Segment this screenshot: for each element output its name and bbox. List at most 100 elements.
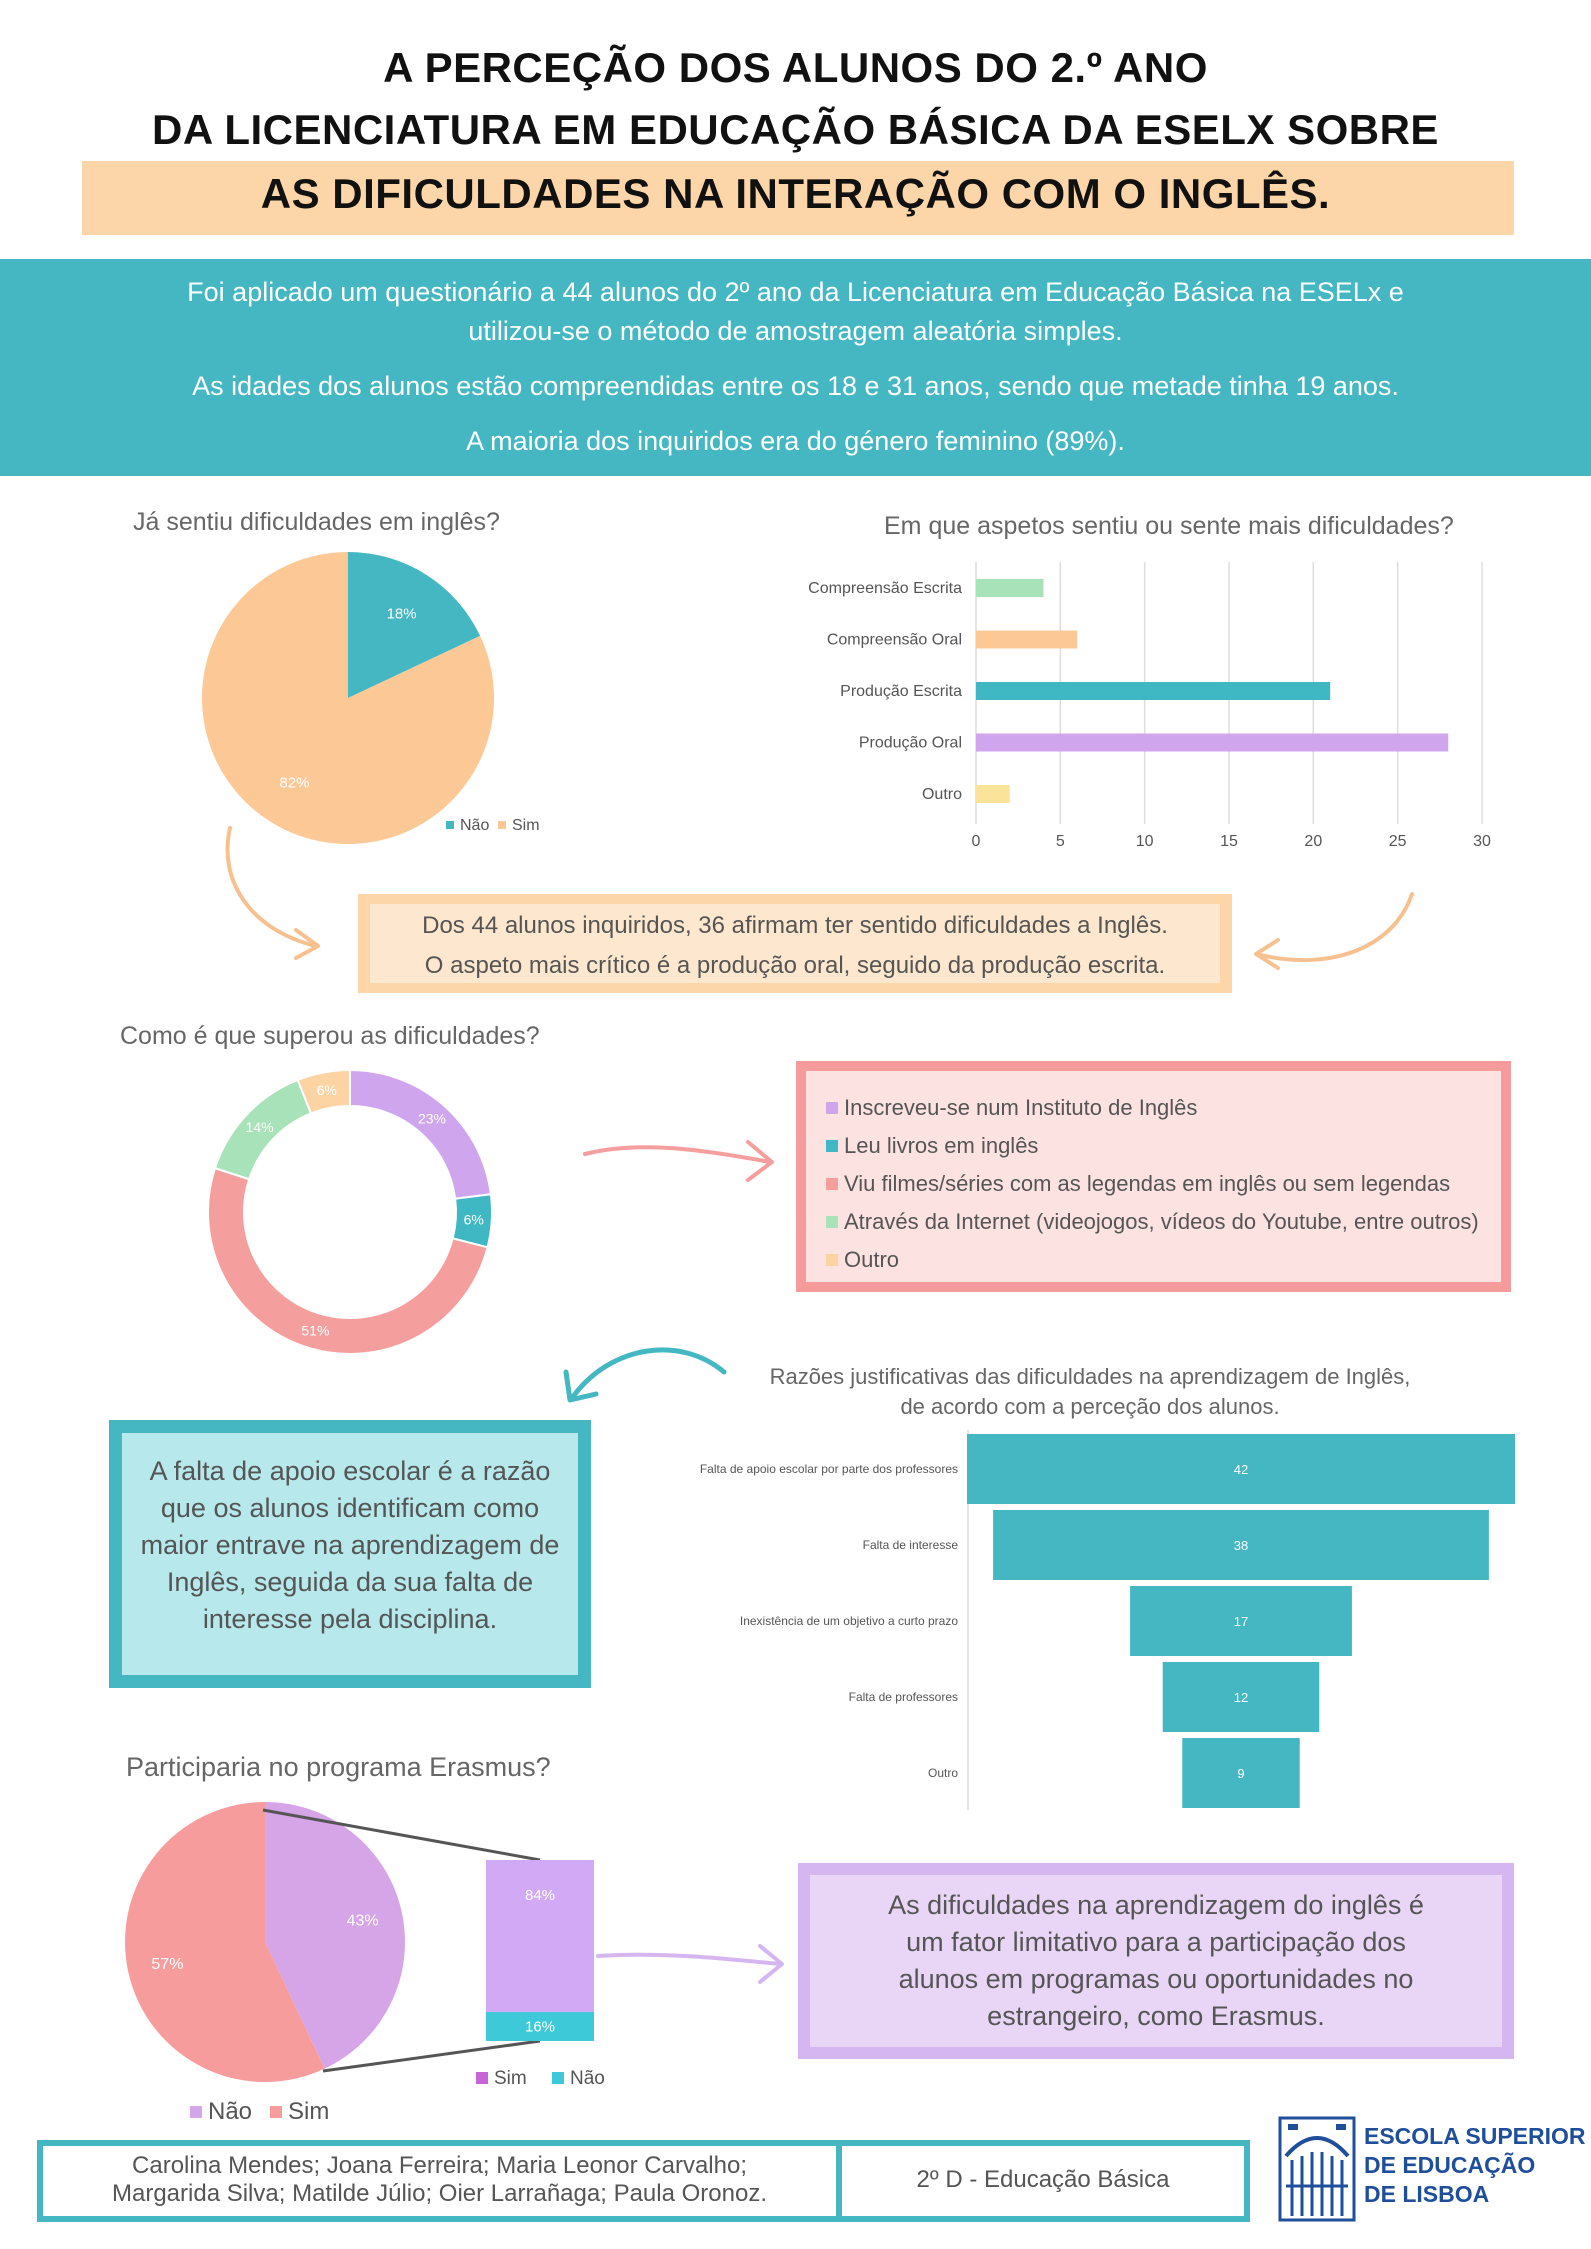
x-tick-20: 20 (1304, 833, 1322, 850)
funnel-value-inexistencia-de-um-objetivo-a-curto-prazo: 17 (1234, 1614, 1248, 1629)
legend-label-sim-2: Sim (288, 2098, 329, 2125)
footer-class: 2º D - Educação Básica (916, 2166, 1170, 2193)
stack-segment-nao (486, 2012, 594, 2041)
title-highlight (82, 161, 1514, 235)
footer-box (37, 2140, 1250, 2222)
x-tick-30: 30 (1473, 833, 1491, 850)
connector-bottom (322, 2039, 541, 2073)
overcome-donut-title: Como é que superou as dificuldades? (120, 1022, 540, 1050)
school-logo-text: ESCOLA SUPERIOR DE EDUCAÇÃO DE LISBOA (1364, 2122, 1586, 2209)
arrow-to-reason-head (563, 1369, 599, 1403)
list-bullet-square (826, 1216, 838, 1228)
reasons-funnel-chart: 42 Falta de apoio escolar por parte dos p… (700, 1430, 1515, 1810)
funnel-bar-inexistencia-de-um-objetivo-a-curto-prazo (1130, 1586, 1352, 1656)
category-label-outro: Outro (922, 786, 962, 803)
intro-p3: A maioria dos inquiridos era do género f… (466, 426, 1125, 456)
aspects-bar-title: Em que aspetos sentiu ou sente mais difi… (884, 512, 1454, 540)
footer-authors: Carolina Mendes; Joana Ferreira; Maria L… (43, 2152, 836, 2208)
list-item-label: Através da Internet (videojogos, vídeos … (844, 1209, 1479, 1234)
category-label-producao-escrita: Produção Escrita (840, 683, 962, 700)
list-item-label: Viu filmes/séries com as legendas em ing… (844, 1171, 1451, 1196)
funnel-value-outro: 9 (1237, 1766, 1244, 1781)
slice-sim (125, 1802, 325, 2082)
funnel-label-outro: Outro (928, 1766, 958, 1780)
slice-inscreveu-se-num-instituto-de-ingles (349, 1068, 492, 1200)
arrow-to-list-head (746, 1140, 774, 1182)
bar-outro (976, 785, 1010, 803)
funnel-bar-outro (1182, 1738, 1300, 1808)
funnel-label-falta-de-apoio-escolar-por-parte-dos-professores: Falta de apoio escolar por parte dos pro… (700, 1462, 958, 1476)
erasmus-chart: 43% 57% 84% 16% Não Sim Sim Não (125, 1802, 605, 2125)
list-bullet-square (826, 1102, 838, 1114)
aspects-bar-chart: 0 5 10 15 20 25 30 Compreensão Escrita Compreens… (808, 562, 1491, 850)
footer-authors-line-2: Margarida Silva; Matilde Júlio; Oier Lar… (112, 2180, 767, 2207)
erasmus-pie-title: Participaria no programa Erasmus? (126, 1752, 551, 1782)
bar-compreensao-oral (976, 630, 1078, 649)
list-bullet-square (826, 1254, 838, 1266)
funnel-value-falta-de-interesse: 38 (1234, 1538, 1248, 1553)
legend-label-nao: Não (460, 817, 489, 834)
arrow-left-head (294, 928, 320, 960)
conclusion-line-2: um fator limitativo para a participação … (906, 1927, 1406, 1957)
stack-label-sim: 84% (525, 1887, 555, 1904)
bar-producao-escrita (976, 682, 1331, 700)
overcome-donut-chart: 23% 6% 51% 14% 6% (207, 1068, 493, 1355)
summary-box: Dos 44 alunos inquiridos, 36 afirmam ter… (358, 894, 1232, 993)
conclusion-inner: As dificuldades na aprendizagem do inglê… (810, 1875, 1502, 2047)
legend-swatch-nao (446, 821, 454, 829)
conclusion-line-3: alunos em programas ou oportunidades no (898, 1964, 1414, 1994)
logo-line-1: ESCOLA SUPERIOR (1364, 2123, 1586, 2149)
list-item: Outro (826, 1241, 1481, 1279)
title-line-3: AS DIFICULDADES NA INTERAÇÃO COM O INGLÊ… (260, 170, 1331, 217)
category-label-producao-oral: Produção Oral (859, 735, 962, 752)
arrow-to-conclusion-head (758, 1944, 784, 1984)
summary-line-2: O aspeto mais crítico é a produção oral,… (424, 952, 1166, 979)
funnel-bar-falta-de-apoio-escolar-por-parte-dos-professores (967, 1434, 1515, 1504)
legend-label-nao-2: Não (208, 2098, 252, 2125)
summary-line-1: Dos 44 alunos inquiridos, 36 afirmam ter… (422, 912, 1168, 939)
funnel-label-falta-de-interesse: Falta de interesse (863, 1538, 959, 1552)
school-logo-icon (1278, 2116, 1356, 2222)
x-tick-15: 15 (1220, 833, 1238, 850)
funnel-bar-falta-de-interesse (993, 1510, 1489, 1580)
conclusion-line-4: estrangeiro, como Erasmus. (987, 2001, 1325, 2031)
legend-swatch-sim-3 (476, 2072, 488, 2084)
reasons-funnel-title-line-1: Razões justificativas das dificuldades n… (769, 1364, 1411, 1389)
category-label-compreensao-escrita: Compreensão Escrita (808, 580, 962, 597)
list-bullet-square (826, 1140, 838, 1152)
funnel-value-falta-de-professores: 12 (1234, 1690, 1248, 1705)
x-tick-25: 25 (1389, 833, 1407, 850)
reason-line-2: que os alunos identificam como (160, 1493, 540, 1523)
funnel-label-inexistencia-de-um-objetivo-a-curto-prazo: Inexistência de um objetivo a curto praz… (740, 1614, 958, 1628)
list-item: Leu livros em inglês (826, 1127, 1481, 1165)
legend-swatch-sim (498, 821, 506, 829)
reason-inner: A falta de apoio escolar é a razão que o… (122, 1433, 578, 1675)
stack-segment-sim (486, 1860, 594, 2013)
list-item-label: Outro (844, 1247, 900, 1272)
legend-swatch-sim-2 (270, 2106, 282, 2118)
title-line-2: DA LICENCIATURA EM EDUCAÇÃO BÁSICA DA ES… (152, 106, 1439, 153)
list-item-label: Inscreveu-se num Instituto de Inglês (844, 1095, 1198, 1120)
slice-nao (348, 552, 481, 698)
reasons-funnel-subtitle: de acordo com a perceção dos alunos. (900, 1394, 1280, 1419)
conclusion-line-1: As dificuldades na aprendizagem do inglê… (888, 1890, 1424, 1920)
x-tick-5: 5 (1056, 833, 1065, 850)
reason-line-5: interesse pela disciplina. (202, 1604, 498, 1634)
connector-top (262, 1808, 541, 1862)
reason-box: A falta de apoio escolar é a razão que o… (109, 1420, 591, 1688)
slice-label-nao: 18% (387, 606, 417, 623)
intro-band: Foi aplicado um questionário a 44 alunos… (0, 259, 1591, 476)
footer-authors-line-1: Carolina Mendes; Joana Ferreira; Maria L… (132, 2152, 747, 2179)
slice-outro (296, 1068, 351, 1115)
bar-producao-oral (976, 733, 1449, 752)
list-item-label: Leu livros em inglês (844, 1133, 1039, 1158)
overcome-list: Inscreveu-se num Instituto de Inglês Leu … (806, 1071, 1501, 1282)
reason-line-4: Inglês, seguida da sua falta de (166, 1567, 534, 1597)
funnel-bar-falta-de-professores (1162, 1662, 1320, 1732)
conclusion-box: As dificuldades na aprendizagem do inglê… (798, 1863, 1514, 2059)
logo-line-2: DE EDUCAÇÃO (1364, 2152, 1536, 2178)
arrow-right-curve (1258, 892, 1414, 963)
list-bullet-square (826, 1178, 838, 1190)
slice-label-viu-filmes-series-com-as-legendas-em-ingles-ou-sem-legendas: 51% (301, 1323, 329, 1339)
legend-label-sim: Sim (512, 817, 540, 834)
